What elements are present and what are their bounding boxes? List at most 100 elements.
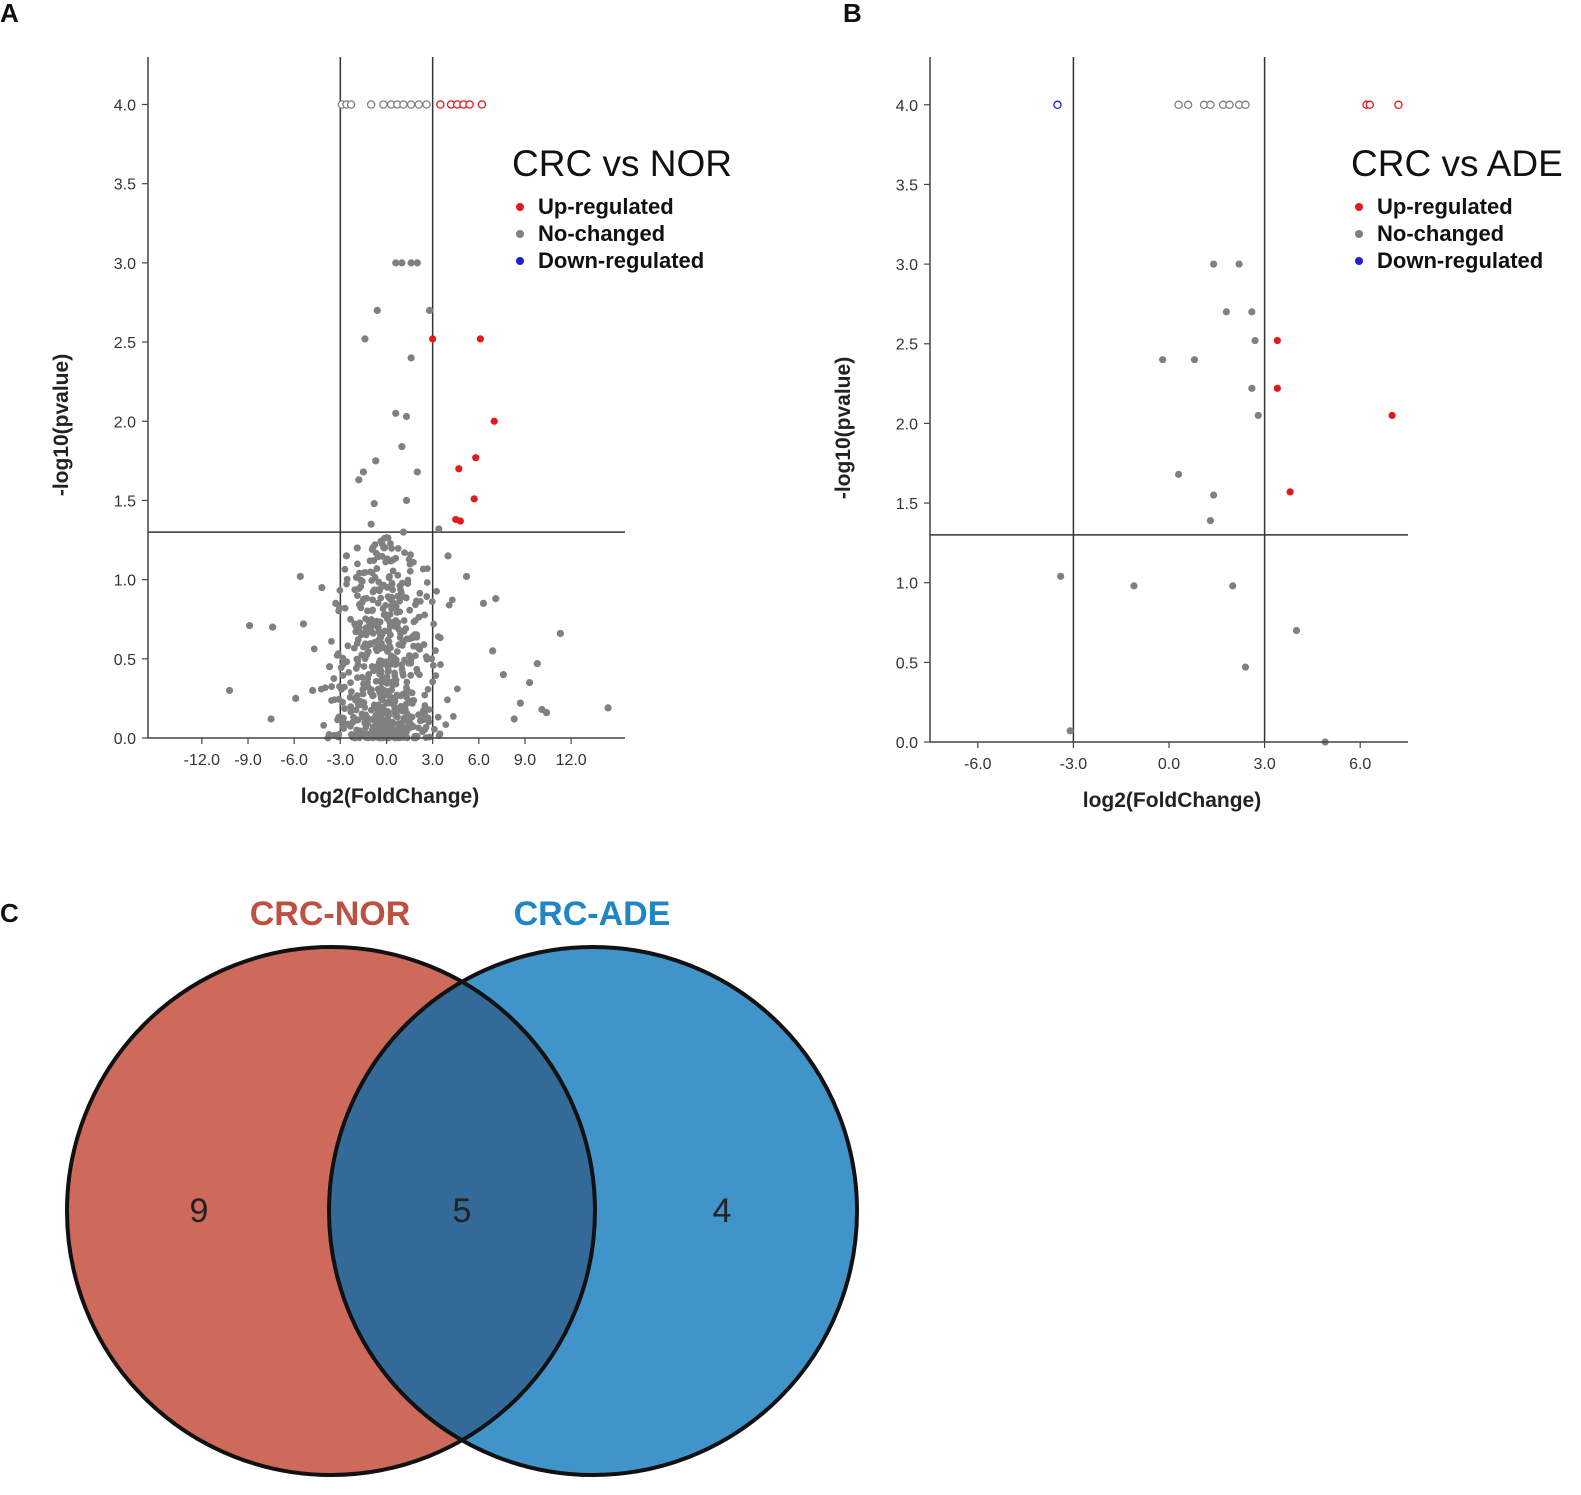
point-no-changed [373, 617, 381, 625]
point-no-changed [400, 702, 408, 710]
point-no-changed [424, 685, 432, 693]
venn-count-crc-ade-only: 4 [713, 1192, 732, 1230]
point-no-changed [374, 685, 382, 693]
y-tick-label: 3.5 [896, 177, 918, 194]
point-no-changed [292, 694, 300, 703]
point-no-changed [388, 605, 395, 612]
y-tick-label: 2.5 [114, 335, 136, 352]
point-no-changed [343, 658, 351, 666]
point-no-changed [335, 695, 343, 703]
venn-count-intersection: 5 [453, 1192, 472, 1230]
panel-a-volcano-plot: A 0.0 0.5 1.0 1.5 2.0 2.5 3.0 3.5 4.0 -12.0 -9.0 -6… [0, 0, 732, 808]
point-no-changed [445, 601, 453, 609]
point-no-changed [342, 552, 351, 560]
open-point-down-regulated [1053, 100, 1062, 110]
point-no-changed [1251, 336, 1259, 345]
point-no-changed [364, 648, 372, 656]
y-tick-label: 1.0 [896, 576, 918, 593]
x-tick-label: 6.0 [1349, 756, 1371, 773]
point-no-changed [415, 724, 422, 732]
point-no-changed [448, 596, 456, 604]
point-no-changed [349, 719, 356, 726]
venn-outline-left [65, 945, 597, 1477]
point-no-changed [402, 496, 411, 505]
venn-label-crc-ade: CRC-ADE [514, 895, 671, 933]
x-tick-label: 12.0 [556, 752, 587, 769]
point-no-changed [1292, 626, 1301, 635]
point-no-changed [347, 679, 354, 687]
point-no-changed [310, 645, 318, 653]
open-point-no-changed [1183, 100, 1193, 110]
point-no-changed [398, 665, 406, 673]
open-point-no-changed [1174, 100, 1183, 110]
x-tick-label: -9.0 [234, 752, 262, 769]
point-no-changed [360, 643, 367, 651]
point-no-changed [422, 723, 430, 731]
point-no-changed [392, 554, 400, 562]
point-no-changed [375, 661, 383, 669]
data-points [1053, 100, 1403, 746]
x-tick-label: -3.0 [327, 752, 355, 769]
legend-down-label: Down-regulated [1377, 248, 1543, 273]
point-no-changed [368, 663, 376, 670]
point-no-changed [362, 615, 370, 623]
point-up-regulated [1273, 336, 1281, 345]
point-no-changed [1206, 516, 1215, 525]
point-no-changed [413, 259, 421, 267]
point-no-changed [387, 540, 394, 547]
point-no-changed [380, 544, 388, 552]
point-no-changed [407, 551, 414, 559]
point-no-changed [378, 552, 386, 560]
data-points [225, 100, 612, 742]
point-no-changed [413, 468, 421, 476]
y-tick-label: 2.5 [896, 337, 918, 354]
point-no-changed [435, 525, 443, 533]
y-tick-label: 2.0 [896, 416, 918, 433]
point-no-changed [267, 715, 275, 723]
x-axis-title: log2(FoldChange) [301, 785, 479, 808]
point-no-changed [367, 626, 375, 634]
point-no-changed [341, 604, 349, 612]
open-point-no-changed [1241, 100, 1250, 110]
point-no-changed [1210, 491, 1218, 499]
point-no-changed [1241, 663, 1250, 671]
legend-nochange-marker [1355, 230, 1363, 238]
axes: 0.0 0.5 1.0 1.5 2.0 2.5 3.0 3.5 4.0 -6.0 -3.0 0.0 3.… [896, 57, 1408, 773]
point-no-changed [401, 656, 408, 664]
open-point-no-changed [346, 100, 356, 109]
point-no-changed [368, 686, 375, 694]
point-no-changed [533, 659, 541, 668]
point-no-changed [332, 599, 340, 607]
point-no-changed [389, 586, 397, 594]
point-no-changed [399, 690, 407, 698]
point-no-changed [386, 631, 394, 639]
point-up-regulated [476, 335, 484, 343]
point-no-changed [423, 655, 431, 663]
point-up-regulated [456, 517, 464, 525]
legend-down-marker [1355, 257, 1363, 265]
point-no-changed [444, 552, 452, 560]
point-no-changed [355, 476, 363, 484]
point-no-changed [383, 533, 391, 541]
x-tick-label: 6.0 [468, 752, 490, 769]
point-no-changed [367, 520, 375, 528]
point-no-changed [352, 706, 360, 714]
point-no-changed [379, 605, 387, 612]
point-no-changed [404, 719, 412, 726]
point-no-changed [423, 565, 431, 572]
point-no-changed [339, 723, 347, 731]
point-no-changed [387, 557, 395, 565]
open-point-no-changed [366, 100, 376, 109]
y-tick-label: 1.5 [896, 496, 918, 513]
point-no-changed [1222, 308, 1230, 316]
point-no-changed [343, 575, 351, 583]
point-up-regulated [429, 335, 437, 343]
point-up-regulated [1286, 488, 1294, 496]
point-no-changed [410, 618, 418, 626]
point-no-changed [383, 615, 391, 622]
point-no-changed [430, 620, 437, 628]
point-no-changed [328, 683, 336, 690]
point-no-changed [390, 700, 397, 708]
point-no-changed [409, 634, 417, 642]
